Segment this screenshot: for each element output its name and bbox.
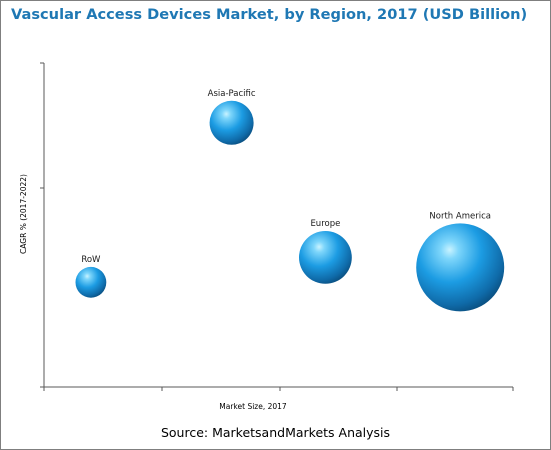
axis-ticks — [40, 62, 514, 391]
chart-title: Vascular Access Devices Market, by Regio… — [11, 6, 528, 23]
bubble-europe — [299, 231, 352, 284]
bubble-label-north-america: North America — [429, 211, 491, 221]
bubble-row — [75, 266, 107, 298]
bubble-asia-pacific — [209, 100, 254, 145]
bubble-label-row: RoW — [81, 255, 101, 265]
bubble-label-europe: Europe — [310, 219, 340, 229]
y-axis-label: CAGR % (2017-2022) — [19, 174, 28, 254]
x-axis-label: Market Size, 2017 — [219, 402, 287, 411]
source-note: Source: MarketsandMarkets Analysis — [160, 425, 391, 440]
bubble-north-america — [416, 223, 505, 312]
bubble-series: RoW Asia-Pacific Europe North America — [75, 89, 505, 312]
bubble-label-asia-pacific: Asia-Pacific — [208, 89, 256, 99]
